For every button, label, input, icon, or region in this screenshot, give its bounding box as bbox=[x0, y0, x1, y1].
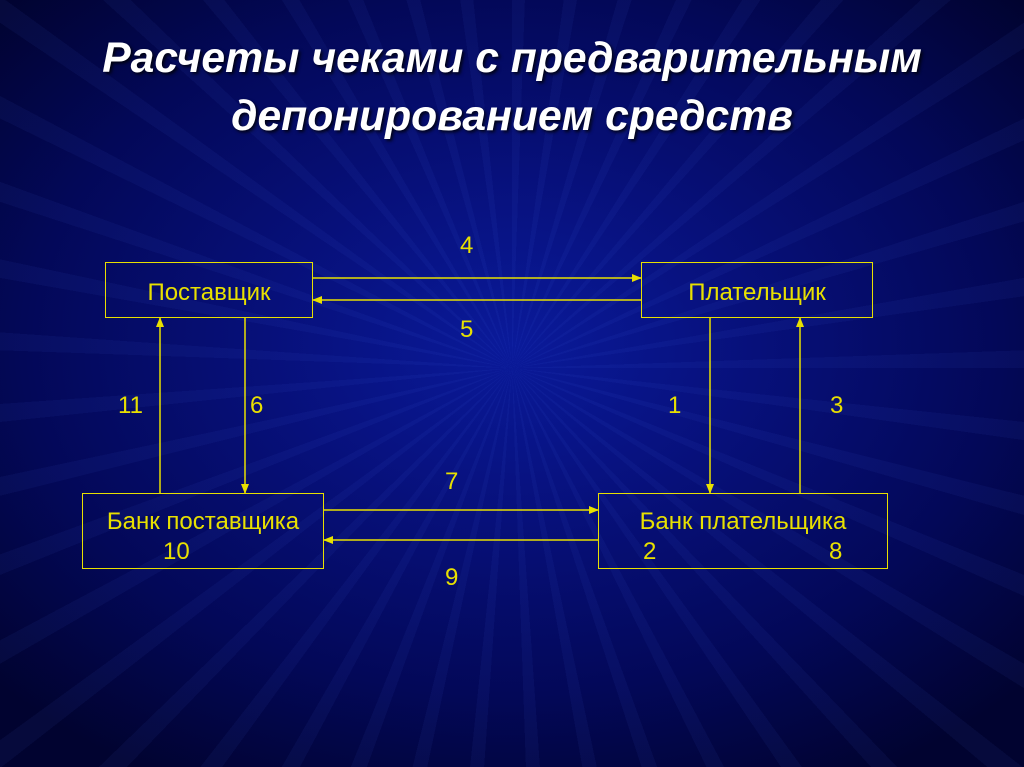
edge-label-e1: 1 bbox=[668, 392, 681, 420]
edge-label-e9: 9 bbox=[445, 564, 458, 592]
node-payer-bank: Банк плательщика 2 8 bbox=[598, 493, 888, 569]
edge-label-e11: 11 bbox=[118, 392, 143, 420]
node-supplier-bank: Банк поставщика 10 bbox=[82, 493, 324, 569]
node-supplier-bank-label: Банк поставщика bbox=[83, 508, 323, 536]
node-payer-label: Плательщик bbox=[642, 263, 872, 307]
edge-label-e5: 5 bbox=[460, 316, 473, 344]
slide-stage: Расчеты чеками с предварительным депонир… bbox=[0, 0, 1024, 767]
node-supplier-label: Поставщик bbox=[106, 263, 312, 307]
title-line-2: депонированием средств bbox=[0, 92, 1024, 141]
edge-label-e7: 7 bbox=[445, 468, 458, 496]
node-payer: Плательщик bbox=[641, 262, 873, 318]
edge-label-e6: 6 bbox=[250, 392, 263, 420]
edge-label-e3: 3 bbox=[830, 392, 843, 420]
edge-label-e4: 4 bbox=[460, 232, 473, 260]
node-supplier-bank-value: 10 bbox=[163, 538, 190, 566]
node-payer-bank-label: Банк плательщика bbox=[599, 508, 887, 536]
node-payer-bank-value-a: 2 bbox=[643, 538, 656, 566]
node-supplier: Поставщик bbox=[105, 262, 313, 318]
node-payer-bank-value-b: 8 bbox=[829, 538, 842, 566]
title-line-1: Расчеты чеками с предварительным bbox=[0, 34, 1024, 83]
